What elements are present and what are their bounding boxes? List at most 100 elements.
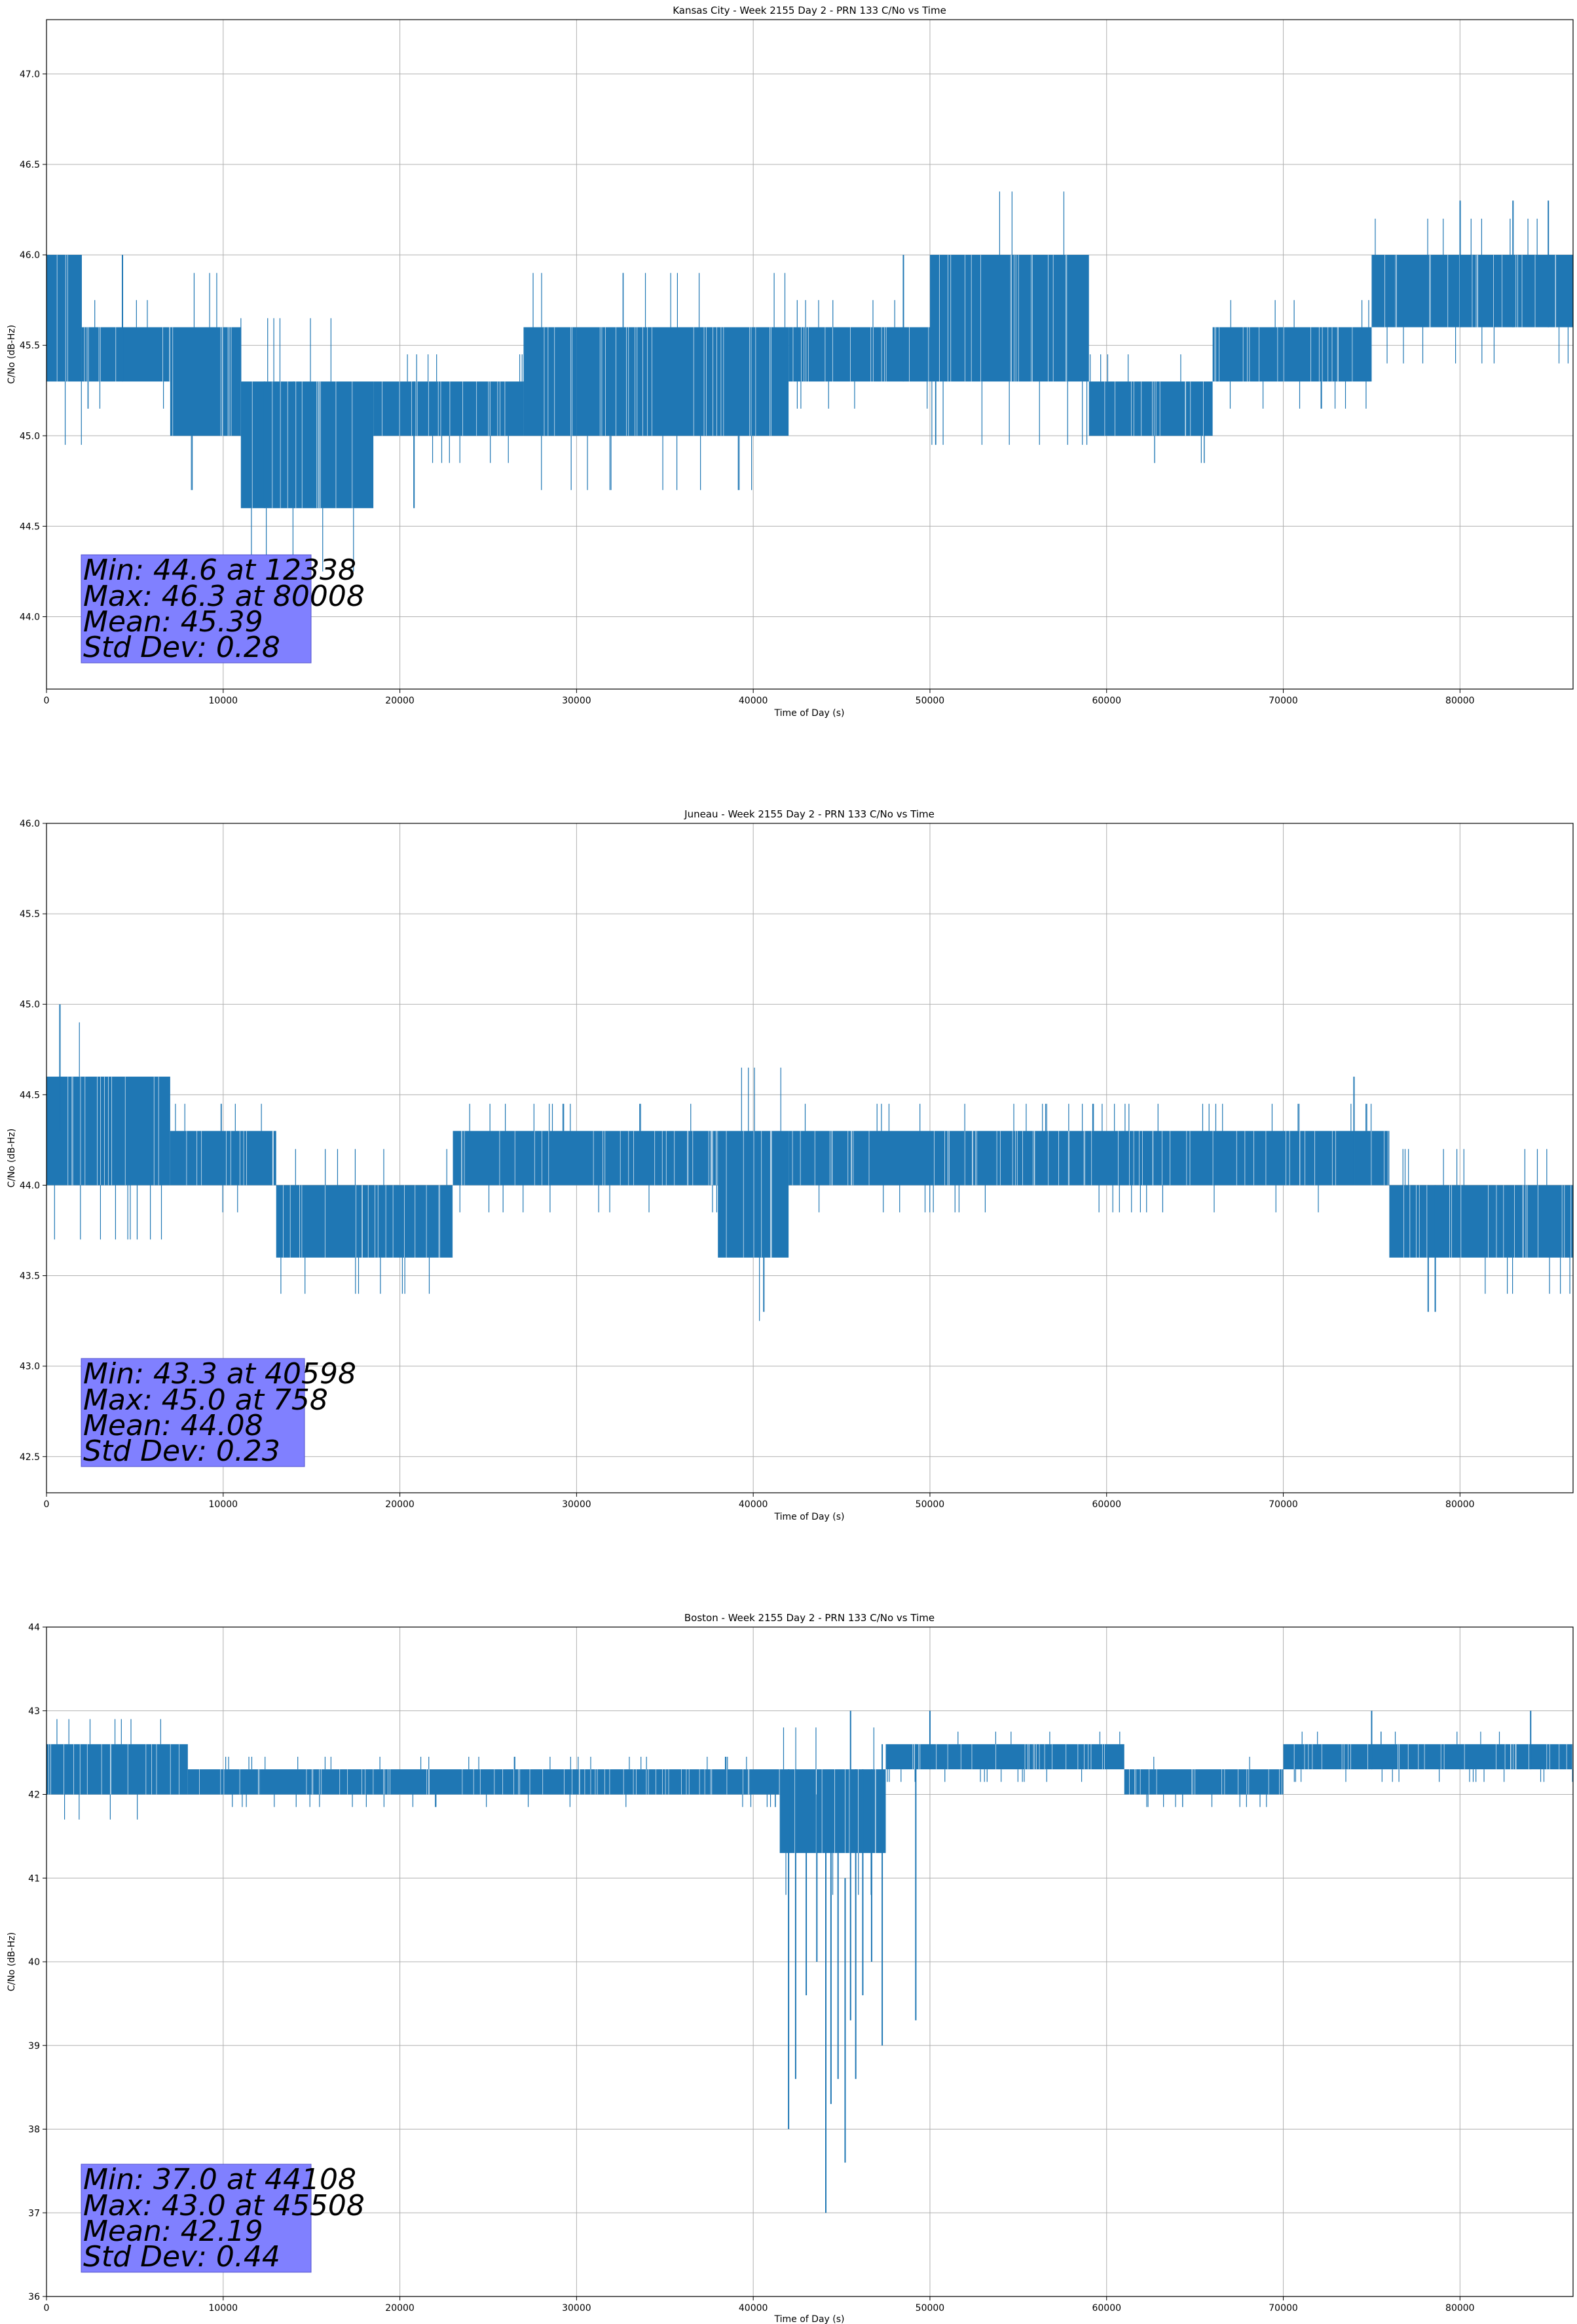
plot-frame xyxy=(46,823,1574,1493)
x-tick-label: 40000 xyxy=(739,1499,768,1510)
chart-kansas-city: Kansas City - Week 2155 Day 2 - PRN 133 … xyxy=(7,5,1574,719)
x-tick-label: 30000 xyxy=(562,2303,591,2314)
cno-band xyxy=(523,327,577,436)
chart-title: Juneau - Week 2155 Day 2 - PRN 133 C/No … xyxy=(684,808,935,820)
y-axis-label: C/No (dB-Hz) xyxy=(7,325,17,384)
y-tick-label: 46.0 xyxy=(20,250,40,261)
stats-box xyxy=(81,554,312,664)
x-axis-label: Time of Day (s) xyxy=(774,708,845,719)
cno-band xyxy=(788,1131,1390,1186)
y-tick-label: 45.0 xyxy=(20,431,40,441)
stats-mean: Mean: 42.19 xyxy=(83,2215,263,2248)
y-tick-label: 44 xyxy=(28,1622,40,1633)
x-tick-label: 60000 xyxy=(1092,1499,1121,1510)
y-tick-label: 46.5 xyxy=(20,160,40,170)
x-tick-label: 60000 xyxy=(1092,696,1121,706)
x-tick-label: 60000 xyxy=(1092,2303,1121,2314)
stats-min: Min: 44.6 at 12338 xyxy=(83,553,356,587)
chart-title: Boston - Week 2155 Day 2 - PRN 133 C/No … xyxy=(684,1612,935,1624)
x-tick-label: 40000 xyxy=(739,2303,768,2314)
y-tick-label: 41 xyxy=(28,1873,40,1884)
x-tick-label: 0 xyxy=(44,2303,50,2314)
y-tick-label: 43 xyxy=(28,1706,40,1717)
y-tick-label: 43.5 xyxy=(20,1271,40,1282)
cno-band xyxy=(1283,1744,1573,1770)
x-tick-label: 40000 xyxy=(739,696,768,706)
x-tick-label: 0 xyxy=(44,1499,50,1510)
x-tick-label: 80000 xyxy=(1445,1499,1475,1510)
cno-band xyxy=(453,1131,718,1186)
stats-max: Max: 45.0 at 758 xyxy=(83,1383,328,1417)
cno-band xyxy=(1124,1769,1284,1795)
cno-band xyxy=(1460,255,1573,328)
x-tick-label: 80000 xyxy=(1445,2303,1475,2314)
y-tick-label: 45.0 xyxy=(20,1000,40,1010)
axis-ticks: 0 10000 20000 30000 40000 50000 60000 70000 8000… xyxy=(28,1622,1474,2314)
cno-band xyxy=(576,327,789,436)
y-tick-label: 42 xyxy=(28,1790,40,1801)
stats-mean: Mean: 45.39 xyxy=(83,605,263,639)
stats-std-dev: Std Dev: 0.28 xyxy=(83,631,280,664)
cno-band xyxy=(1212,327,1372,382)
cno-band xyxy=(276,1185,453,1258)
cno-band xyxy=(170,1131,276,1186)
x-axis-label: Time of Day (s) xyxy=(774,2314,845,2324)
x-tick-label: 20000 xyxy=(385,696,415,706)
y-tick-label: 45.5 xyxy=(20,909,40,920)
y-tick-label: 46.0 xyxy=(20,819,40,829)
axis-ticks: 0 10000 20000 30000 40000 50000 60000 70000 8000… xyxy=(20,69,1475,706)
stats-box xyxy=(81,2164,312,2273)
cno-band xyxy=(170,327,241,436)
y-tick-label: 36 xyxy=(28,2292,40,2302)
y-tick-label: 40 xyxy=(28,1957,40,1968)
x-tick-label: 10000 xyxy=(209,2303,238,2314)
y-tick-label: 42.5 xyxy=(20,1452,40,1463)
cno-band xyxy=(885,1744,1124,1770)
cno-band xyxy=(779,1769,886,1853)
x-tick-label: 0 xyxy=(44,696,50,706)
axis-ticks: 0 10000 20000 30000 40000 50000 60000 70000 8000… xyxy=(20,819,1475,1510)
x-tick-label: 10000 xyxy=(209,696,238,706)
cno-band xyxy=(81,327,170,382)
y-tick-label: 44.0 xyxy=(20,1180,40,1191)
y-tick-label: 43.0 xyxy=(20,1362,40,1372)
y-tick-label: 44.5 xyxy=(20,521,40,532)
x-tick-label: 50000 xyxy=(916,1499,945,1510)
cno-series xyxy=(46,191,1573,572)
x-tick-label: 50000 xyxy=(916,2303,945,2314)
cno-band xyxy=(46,1744,188,1795)
stats-min: Min: 43.3 at 40598 xyxy=(83,1357,356,1391)
plot-frame xyxy=(46,19,1574,690)
x-tick-label: 70000 xyxy=(1269,1499,1298,1510)
cno-series xyxy=(46,1004,1573,1321)
stats-mean: Mean: 44.08 xyxy=(83,1409,263,1442)
x-axis-label: Time of Day (s) xyxy=(774,1512,845,1522)
y-tick-label: 37 xyxy=(28,2208,40,2219)
x-tick-label: 20000 xyxy=(385,2303,415,2314)
cno-band xyxy=(929,255,1089,382)
y-axis-label: C/No (dB-Hz) xyxy=(7,1129,17,1188)
chart-juneau: Juneau - Week 2155 Day 2 - PRN 133 C/No … xyxy=(7,808,1574,1522)
stats-box xyxy=(81,1358,305,1467)
cno-band xyxy=(1088,381,1213,436)
x-tick-label: 70000 xyxy=(1269,696,1298,706)
stats-min: Min: 37.0 at 44108 xyxy=(83,2163,356,2196)
stats-std-dev: Std Dev: 0.44 xyxy=(83,2240,280,2274)
cno-band xyxy=(187,1769,780,1795)
x-tick-label: 70000 xyxy=(1269,2303,1298,2314)
cno-band xyxy=(46,255,82,382)
x-tick-label: 30000 xyxy=(562,696,591,706)
x-tick-label: 10000 xyxy=(209,1499,238,1510)
chart-boston: Boston - Week 2155 Day 2 - PRN 133 C/No … xyxy=(7,1612,1574,2324)
cno-band xyxy=(718,1131,789,1258)
y-tick-label: 44.5 xyxy=(20,1090,40,1100)
cno-band xyxy=(788,327,930,382)
stats-max: Max: 46.3 at 80008 xyxy=(83,580,365,613)
cno-band xyxy=(240,381,374,508)
x-tick-label: 80000 xyxy=(1445,696,1475,706)
cno-band xyxy=(1371,255,1460,328)
y-tick-label: 45.5 xyxy=(20,341,40,351)
x-tick-label: 20000 xyxy=(385,1499,415,1510)
x-tick-label: 50000 xyxy=(916,696,945,706)
